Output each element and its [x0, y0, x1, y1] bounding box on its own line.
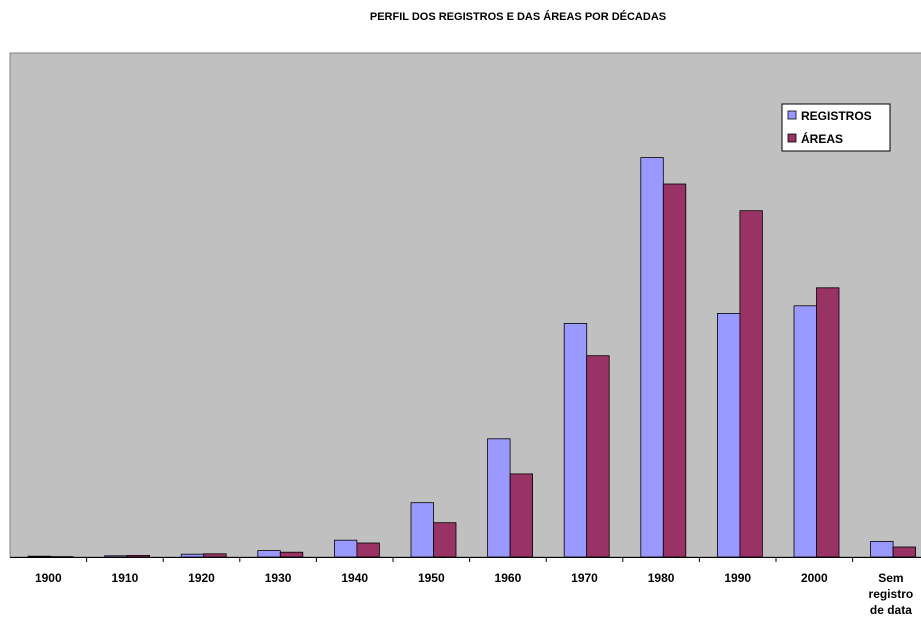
bar-areas-1940 [356, 542, 380, 558]
bar-registros-1900 [27, 555, 51, 558]
x-tick-label-1990: 1990 [724, 571, 751, 585]
plot-area [9, 52, 921, 558]
legend-swatch-areas [787, 133, 797, 143]
bar-areas-1930 [279, 551, 304, 558]
x-tick-label-1980: 1980 [648, 571, 675, 585]
x-tick-label-1950: 1950 [418, 571, 445, 585]
bar-registros-1970 [563, 322, 588, 558]
chart-title: PERFIL DOS REGISTROS E DAS ÁREAS POR DÉC… [370, 10, 666, 23]
bar-registros-1950 [410, 502, 434, 558]
bar-areas-1970 [586, 355, 610, 558]
legend-box [781, 103, 891, 152]
x-axis-tick-labels: 1900 1910 1920 1930 1940 1950 1960 1970 1980 1990… [35, 571, 913, 617]
bar-registros-1940 [333, 539, 358, 558]
legend: REGISTROS ÁREAS [781, 103, 891, 152]
bar-registros-1930 [257, 550, 281, 558]
x-tick-label-1930: 1930 [265, 571, 292, 585]
x-tick-label-1940: 1940 [341, 571, 368, 585]
bar-areas-2000 [816, 287, 840, 558]
legend-label-registros: REGISTROS [801, 109, 872, 123]
bar-areas-1980 [662, 183, 687, 558]
bar-registros-1990 [717, 312, 741, 558]
bar-registros-1980 [640, 157, 664, 558]
legend-label-areas: ÁREAS [801, 131, 843, 146]
bar-registros-1910 [104, 555, 128, 558]
x-tick-label-1900: 1900 [35, 571, 62, 585]
bar-areas-1960 [509, 473, 534, 558]
x-tick-label-1970: 1970 [571, 571, 598, 585]
bar-areas-sem-registro-de-data [892, 546, 916, 558]
bar-registros-2000 [793, 305, 817, 558]
x-tick-label-2000: 2000 [801, 571, 828, 585]
x-tick-label-1910: 1910 [112, 571, 139, 585]
bar-registros-1960 [487, 438, 511, 558]
bar-registros-1920 [180, 553, 205, 558]
x-tick-label-1920: 1920 [188, 571, 215, 585]
x-tick-label-sem-registro-de-data: Sem registro de data [869, 571, 914, 617]
bars-group [27, 157, 916, 558]
bar-areas-1910 [126, 555, 150, 558]
bar-areas-1920 [203, 553, 227, 558]
x-tick-label-1960: 1960 [495, 571, 522, 585]
bar-registros-sem-registro-de-data [870, 541, 894, 558]
x-axis-ticks [86, 557, 854, 562]
legend-swatch-registros [787, 110, 797, 120]
bar-areas-1950 [433, 522, 457, 558]
bar-areas-1990 [739, 210, 763, 558]
